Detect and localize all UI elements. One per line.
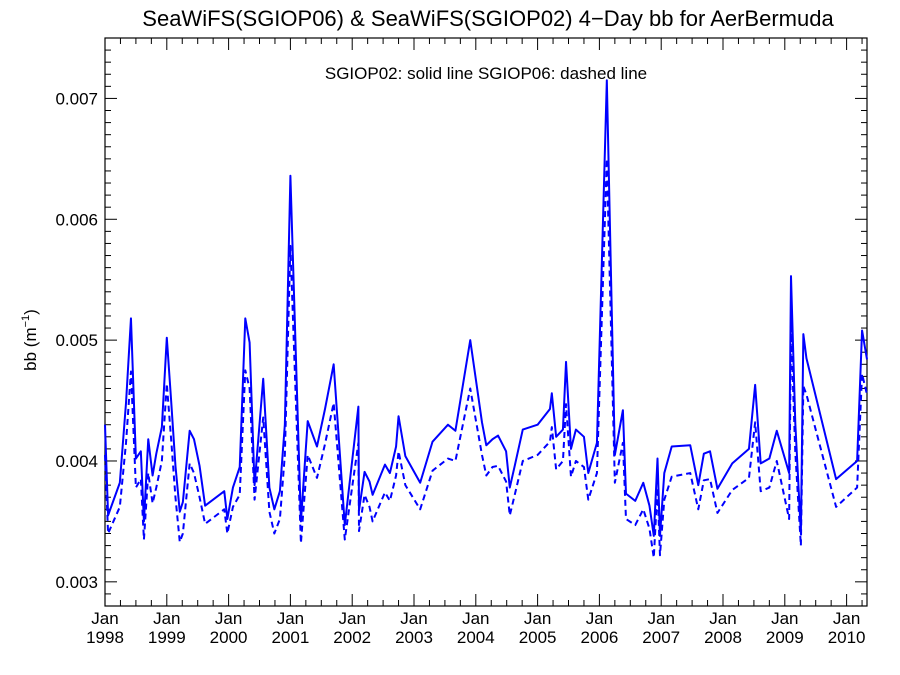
x-tick-month-label: Jan [833, 609, 860, 628]
x-tick-year-label: 1999 [148, 628, 186, 647]
x-tick-month-label: Jan [215, 609, 242, 628]
y-tick-label: 0.007 [55, 89, 98, 108]
y-axis-label-close: ) [21, 309, 40, 315]
x-tick-month-label: Jan [647, 609, 674, 628]
x-tick-year-label: 2008 [704, 628, 742, 647]
x-tick-year-label: 2007 [642, 628, 680, 647]
series-line-sgiop06 [104, 157, 868, 559]
x-tick-month-label: Jan [524, 609, 551, 628]
x-tick-year-label: 2004 [457, 628, 495, 647]
x-tick-year-label: 1998 [86, 628, 124, 647]
x-tick-month-label: Jan [586, 609, 613, 628]
axes: 0.0030.0040.0050.0060.007Jan1998Jan1999J… [55, 37, 867, 647]
x-tick-month-label: Jan [771, 609, 798, 628]
x-tick-month-label: Jan [462, 609, 489, 628]
x-tick-year-label: 2000 [210, 628, 248, 647]
x-tick-month-label: Jan [338, 609, 365, 628]
x-tick-year-label: 2001 [271, 628, 309, 647]
x-tick-month-label: Jan [709, 609, 736, 628]
x-tick-month-label: Jan [400, 609, 427, 628]
y-tick-label: 0.005 [55, 331, 98, 350]
y-tick-label: 0.003 [55, 573, 98, 592]
x-tick-month-label: Jan [91, 609, 118, 628]
x-tick-year-label: 2006 [580, 628, 618, 647]
y-tick-label: 0.006 [55, 210, 98, 229]
x-tick-month-label: Jan [153, 609, 180, 628]
x-tick-month-label: Jan [277, 609, 304, 628]
chart-title: SeaWiFS(SGIOP06) & SeaWiFS(SGIOP02) 4−Da… [142, 6, 834, 31]
x-tick-year-label: 2002 [333, 628, 371, 647]
plot-frame [104, 37, 868, 607]
y-tick-label: 0.004 [55, 452, 98, 471]
x-tick-year-label: 2003 [395, 628, 433, 647]
y-axis-label: bb (m−1) [20, 309, 40, 371]
x-tick-year-label: 2010 [828, 628, 866, 647]
y-axis-label-main: bb (m [21, 327, 40, 370]
series-layer [104, 79, 868, 559]
legend-annotation: SGIOP02: solid line SGIOP06: dashed line [325, 64, 647, 83]
series-line-sgiop02 [104, 79, 868, 537]
x-tick-year-label: 2009 [766, 628, 804, 647]
y-axis-label-exponent: −1 [20, 315, 32, 328]
x-tick-year-label: 2005 [519, 628, 557, 647]
